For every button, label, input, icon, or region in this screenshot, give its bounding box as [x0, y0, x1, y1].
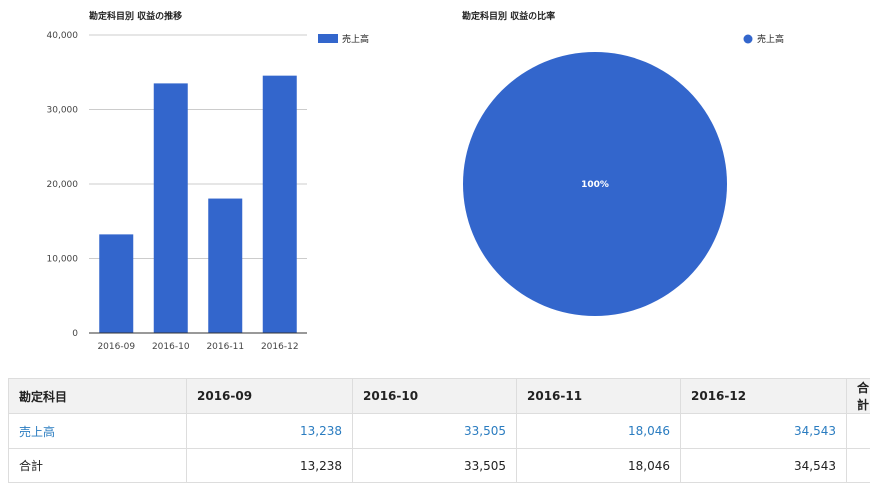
- y-tick-label: 20,000: [47, 180, 79, 190]
- pie-slice-label: 100%: [581, 180, 609, 190]
- y-tick-label: 10,000: [47, 255, 79, 265]
- y-tick-label: 0: [72, 329, 78, 339]
- bar-2016-12: [262, 75, 297, 333]
- header-2016-11: 2016-11: [516, 378, 681, 414]
- summary-table: 勘定科目 2016-09 2016-10 2016-11 2016-12 合計 …: [8, 378, 870, 483]
- legend-swatch: [318, 34, 338, 43]
- x-tick-label: 2016-12: [261, 342, 299, 352]
- cell-value: 34,543: [680, 448, 847, 483]
- cell-value: 33,505: [352, 448, 517, 483]
- cell-value: 18,046: [516, 448, 681, 483]
- y-tick-label: 30,000: [47, 106, 79, 116]
- cell-link[interactable]: 33,505: [352, 413, 517, 449]
- header-2016-10: 2016-10: [352, 378, 517, 414]
- bar-2016-11: [208, 198, 243, 333]
- header-total: 合計: [846, 378, 870, 414]
- bar-chart-title: 勘定科目別 収益の推移: [89, 12, 183, 22]
- header-2016-12: 2016-12: [680, 378, 847, 414]
- bar-2016-10: [153, 83, 188, 333]
- cell-link[interactable]: 13,238: [186, 413, 353, 449]
- x-tick-label: 2016-09: [97, 342, 135, 352]
- legend-dot: [743, 34, 753, 44]
- pie-chart-title: 勘定科目別 収益の比率: [462, 12, 556, 22]
- x-tick-label: 2016-10: [152, 342, 190, 352]
- x-tick-label: 2016-11: [206, 342, 244, 352]
- pie-slice: [463, 52, 727, 316]
- row-label: 合計: [8, 448, 187, 483]
- legend-label: 売上高: [757, 33, 784, 45]
- bar-chart: 0 10,000 20,000 30,000 40,000 2016-09 2016-10 2…: [47, 31, 370, 352]
- legend-label: 売上高: [342, 33, 369, 45]
- cell-link[interactable]: 18,046: [516, 413, 681, 449]
- bar-2016-09: [99, 234, 134, 333]
- cell-total: [846, 413, 870, 449]
- table-row-total: 合計 13,238 33,505 18,046 34,543: [8, 448, 870, 483]
- table-header-row: 勘定科目 2016-09 2016-10 2016-11 2016-12 合計: [8, 378, 870, 414]
- header-2016-09: 2016-09: [186, 378, 353, 414]
- cell-link[interactable]: 34,543: [680, 413, 847, 449]
- table-row: 売上高 13,238 33,505 18,046 34,543: [8, 413, 870, 449]
- pie-chart: 100% 売上高: [463, 33, 784, 316]
- cell-total: [846, 448, 870, 483]
- y-tick-label: 40,000: [47, 31, 79, 41]
- row-label-link[interactable]: 売上高: [8, 413, 187, 449]
- header-account: 勘定科目: [8, 378, 187, 414]
- cell-value: 13,238: [186, 448, 353, 483]
- summary-table-container: 勘定科目 2016-09 2016-10 2016-11 2016-12 合計 …: [8, 378, 870, 483]
